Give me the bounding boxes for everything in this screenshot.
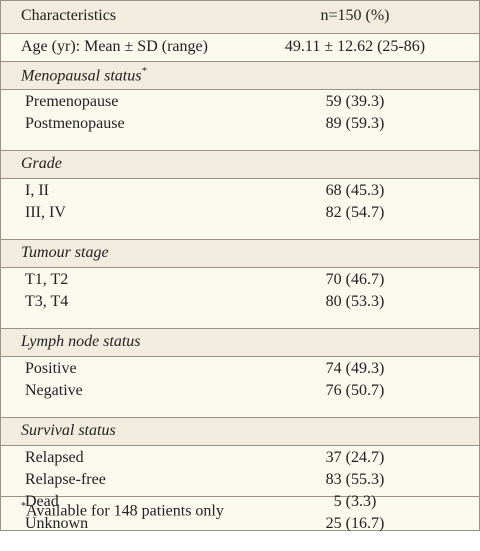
row-group: Relapsed 37 (24.7) Relapse-free 83 (55.3) De… <box>1 445 479 551</box>
row-value: 70 (46.7) <box>325 271 385 288</box>
section-row: Grade <box>1 150 479 179</box>
section-title: Menopausal status* <box>21 66 146 85</box>
section-title-text: Grade <box>21 155 62 172</box>
row-value: 83 (55.3) <box>325 471 385 488</box>
section-title: Tumour stage <box>21 244 109 262</box>
row-label: Premenopause <box>25 93 119 110</box>
row-label: Unknown <box>25 515 89 532</box>
row-group: Premenopause 59 (39.3) Postmenopause 89 (59… <box>1 89 479 151</box>
row-value: 89 (59.3) <box>325 115 385 132</box>
section-row: Survival status <box>1 417 479 446</box>
row-value: 74 (49.3) <box>325 360 385 377</box>
row-label: I, II <box>25 182 49 199</box>
row-value: 37 (24.7) <box>325 449 385 466</box>
row-label: Relapsed <box>25 449 84 466</box>
section-title-text: Tumour stage <box>21 244 109 261</box>
row-group: T1, T2 70 (46.7) T3, T4 80 (53.3) <box>1 267 479 329</box>
row-label: T3, T4 <box>25 293 69 310</box>
row-value: 68 (45.3) <box>325 182 385 199</box>
row-group: Positive 74 (49.3) Negative 76 (50.7) <box>1 356 479 418</box>
section-title: Grade <box>21 155 62 173</box>
row-value: 59 (39.3) <box>325 93 385 110</box>
footnote-mark: * <box>21 501 26 512</box>
row-value: 49.11 ± 12.62 (25-86) <box>284 38 426 55</box>
footnote-mark: * <box>141 66 147 77</box>
header-cell: Characteristics <box>21 7 117 24</box>
row-label: Positive <box>25 360 77 377</box>
table: Characteristics n=150 (%) Age (yr): Mean… <box>0 0 480 532</box>
section-title-text: Lymph node status <box>21 333 141 350</box>
row-value: 5 (3.3) <box>333 493 377 510</box>
section-row: Tumour stage <box>1 239 479 268</box>
header-row: Characteristics n=150 (%) <box>1 1 479 33</box>
section-title-text: Survival status <box>21 422 116 439</box>
row-label: Relapse-free <box>25 471 106 488</box>
row-label: Negative <box>25 382 83 399</box>
row-value: 76 (50.7) <box>325 382 385 399</box>
section-title-text: Menopausal status <box>21 67 142 85</box>
section-row: Menopausal status* <box>1 61 479 90</box>
row-label: Age (yr): Mean ± SD (range) <box>21 38 208 55</box>
row-label: T1, T2 <box>25 271 69 288</box>
row-value: 25 (16.7) <box>325 515 385 532</box>
row-value: 80 (53.3) <box>325 293 385 310</box>
table-row: Age (yr): Mean ± SD (range) 49.11 ± 12.6… <box>1 33 479 62</box>
footnote-row: *Available for 148 patients only <box>1 496 479 531</box>
row-value: 82 (54.7) <box>325 204 385 221</box>
section-row: Lymph node status <box>1 328 479 357</box>
section-title: Survival status <box>21 422 116 440</box>
row-label: Dead <box>25 493 59 510</box>
section-title: Lymph node status <box>21 333 141 351</box>
footnote: *Available for 148 patients only <box>21 501 224 520</box>
header-cell: n=150 (%) <box>320 7 390 24</box>
row-label: Postmenopause <box>25 115 125 132</box>
footnote-text: Available for 148 patients only <box>26 502 224 520</box>
row-label: III, IV <box>25 204 66 221</box>
row-group: I, II 68 (45.3) III, IV 82 (54.7) <box>1 178 479 240</box>
